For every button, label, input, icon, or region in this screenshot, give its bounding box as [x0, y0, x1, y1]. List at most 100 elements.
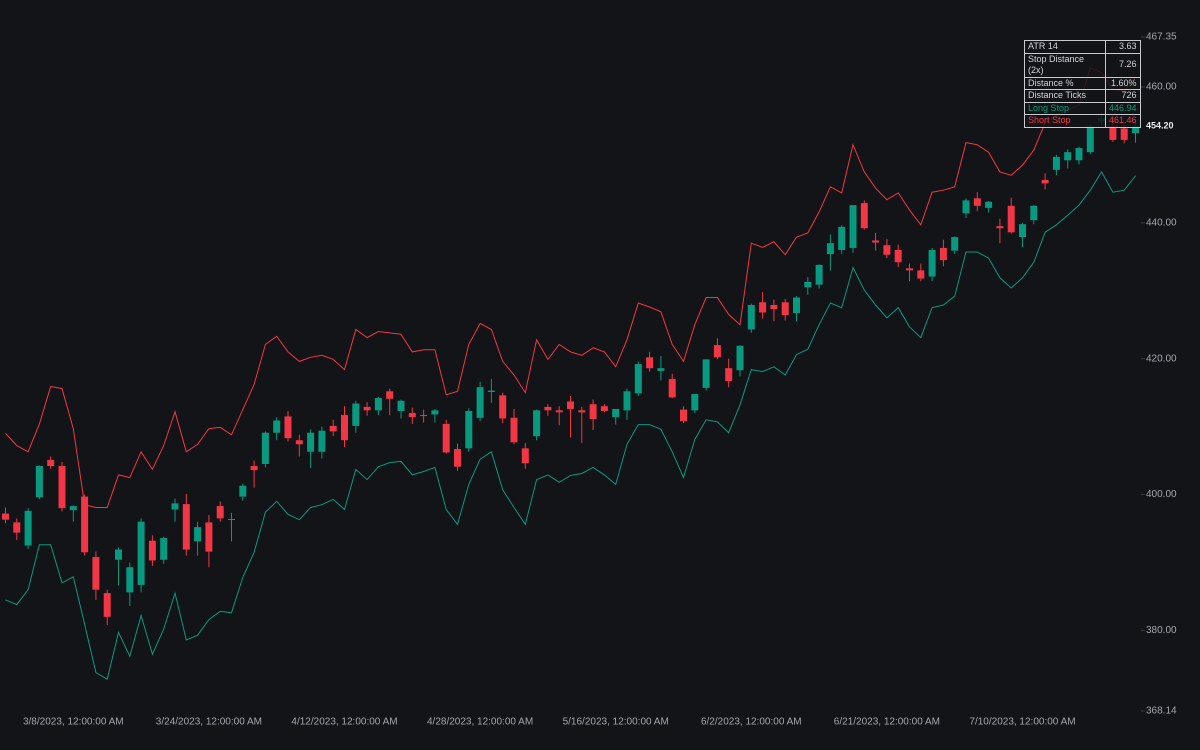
candle-body [567, 401, 574, 409]
candle-body [273, 420, 281, 433]
table-value: 726 [1105, 89, 1141, 103]
candle-body [759, 302, 767, 313]
candle-body [804, 281, 812, 288]
candle-body [1109, 126, 1117, 140]
candle-body [793, 297, 800, 314]
candle-body [408, 413, 416, 418]
candle-body [363, 406, 371, 411]
candle-body [58, 466, 66, 509]
candle-body [680, 409, 687, 422]
candle-body [92, 557, 100, 590]
candle-body [544, 406, 552, 411]
candle-body [668, 379, 676, 398]
last-price-label: 454.20 [1146, 121, 1174, 131]
stop-line [5, 67, 1136, 508]
candle-body [307, 432, 315, 452]
candle-body [115, 549, 122, 560]
candle-body [996, 226, 1004, 229]
candle-body [713, 345, 721, 358]
candle-body [747, 305, 755, 330]
candle-body [295, 440, 303, 445]
table-label: Distance Ticks [1024, 89, 1106, 103]
candle-body [182, 504, 190, 550]
candle-body [1064, 152, 1072, 161]
table-row: Distance % 1.60% [1024, 76, 1141, 90]
candle-body [442, 423, 450, 453]
candle-body [386, 391, 394, 399]
table-value: 7.26 [1105, 52, 1141, 78]
candle-body [973, 198, 981, 206]
y-tick-label: 380.00 [1146, 625, 1177, 636]
candle-body [431, 410, 439, 415]
candle-body [1041, 180, 1049, 184]
table-label: ATR 14 [1024, 40, 1106, 54]
candle-body [951, 237, 959, 251]
candle-body [826, 243, 834, 255]
table-label: Distance % [1024, 76, 1106, 90]
y-tick-label: 368.14 [1146, 706, 1177, 717]
candle-body [47, 459, 55, 467]
table-value: 446.94 [1105, 101, 1141, 115]
candle-body [499, 395, 507, 419]
table-label: Long Stop [1024, 101, 1106, 115]
table-row: Short Stop 461.46 [1024, 114, 1141, 128]
table-row: Distance Ticks 726 [1024, 89, 1141, 103]
candle-body [589, 404, 597, 420]
x-tick-label: 7/10/2023, 12:00:00 AM [969, 717, 1075, 728]
y-tick-label: 440.00 [1146, 217, 1177, 228]
candle-body [261, 432, 269, 464]
y-tick-label: 460.00 [1146, 82, 1177, 93]
x-tick-label: 4/28/2023, 12:00:00 AM [427, 717, 533, 728]
candle-body [103, 593, 111, 617]
candle-body [216, 506, 224, 519]
candle-body [160, 538, 168, 560]
candle-body [1120, 128, 1128, 140]
candle-body [985, 201, 993, 208]
candle-body [454, 449, 461, 467]
candle-body [939, 247, 947, 261]
candle-body [770, 305, 778, 310]
candle-body [284, 416, 292, 439]
candle-body [1030, 205, 1038, 221]
candle-body [849, 205, 857, 248]
y-tick-label: 467.35 [1146, 32, 1177, 43]
candle-body [521, 448, 529, 464]
candle-body [352, 403, 360, 426]
candle-body [126, 567, 134, 593]
x-tick-label: 4/12/2023, 12:00:00 AM [291, 717, 397, 728]
candle-body [24, 510, 32, 546]
x-tick-label: 3/24/2023, 12:00:00 AM [156, 717, 262, 728]
candle-body [646, 357, 654, 369]
candle-body [239, 485, 247, 497]
candle-body [578, 410, 586, 413]
candle-body [962, 200, 970, 214]
candle-body [69, 506, 77, 511]
table-row: Stop Distance (2x) 7.26 [1024, 52, 1141, 78]
stop-line [5, 170, 1136, 681]
candle-body [228, 519, 235, 521]
candle-body [1052, 156, 1060, 170]
candle-body [476, 387, 484, 418]
candle-body [397, 400, 405, 411]
candle-body [318, 430, 326, 452]
table-value: 461.46 [1105, 114, 1141, 128]
candle-body [510, 417, 518, 443]
candle-body [35, 466, 43, 498]
candle-body [883, 245, 891, 255]
candle-body [420, 415, 428, 417]
candle-body [148, 540, 156, 561]
candle-body [1086, 126, 1094, 153]
candle-body [872, 240, 880, 243]
table-label: Stop Distance (2x) [1024, 52, 1106, 78]
candle-body [13, 522, 21, 533]
candle-body [657, 368, 665, 371]
table-row: Long Stop 446.94 [1024, 101, 1141, 115]
candle-body [1075, 148, 1083, 161]
candle-body [612, 408, 620, 418]
candle-body [533, 410, 541, 437]
candle-body [137, 521, 145, 585]
table-label: Short Stop [1024, 114, 1106, 128]
candle-body [815, 264, 823, 285]
candle-body [374, 398, 382, 411]
x-tick-label: 6/2/2023, 12:00:00 AM [701, 717, 802, 728]
